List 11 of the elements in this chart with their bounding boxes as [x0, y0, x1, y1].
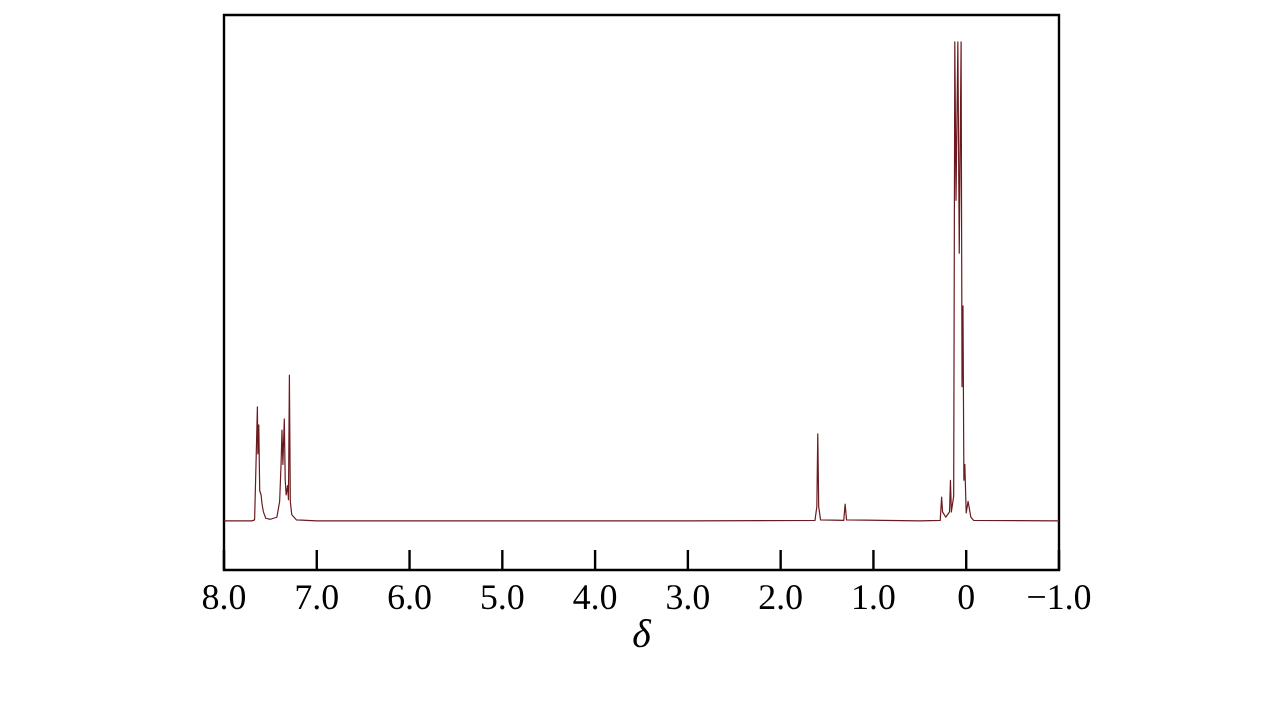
x-tick-label: 4.0 [573, 585, 617, 610]
x-tick-label: 0 [958, 585, 974, 610]
x-tick-label: 7.0 [296, 585, 338, 610]
x-tick-label: 2.0 [759, 585, 802, 610]
x-axis-title: δ [633, 619, 652, 648]
x-tick-label: 1.0 [854, 585, 895, 610]
x-tick-label: 3.0 [667, 585, 709, 610]
x-tick-label: 8.0 [202, 585, 246, 610]
x-tick-label: 6.0 [388, 585, 431, 610]
x-tick-label: −1.0 [1028, 585, 1091, 610]
x-tick-label: 5.0 [482, 585, 524, 610]
